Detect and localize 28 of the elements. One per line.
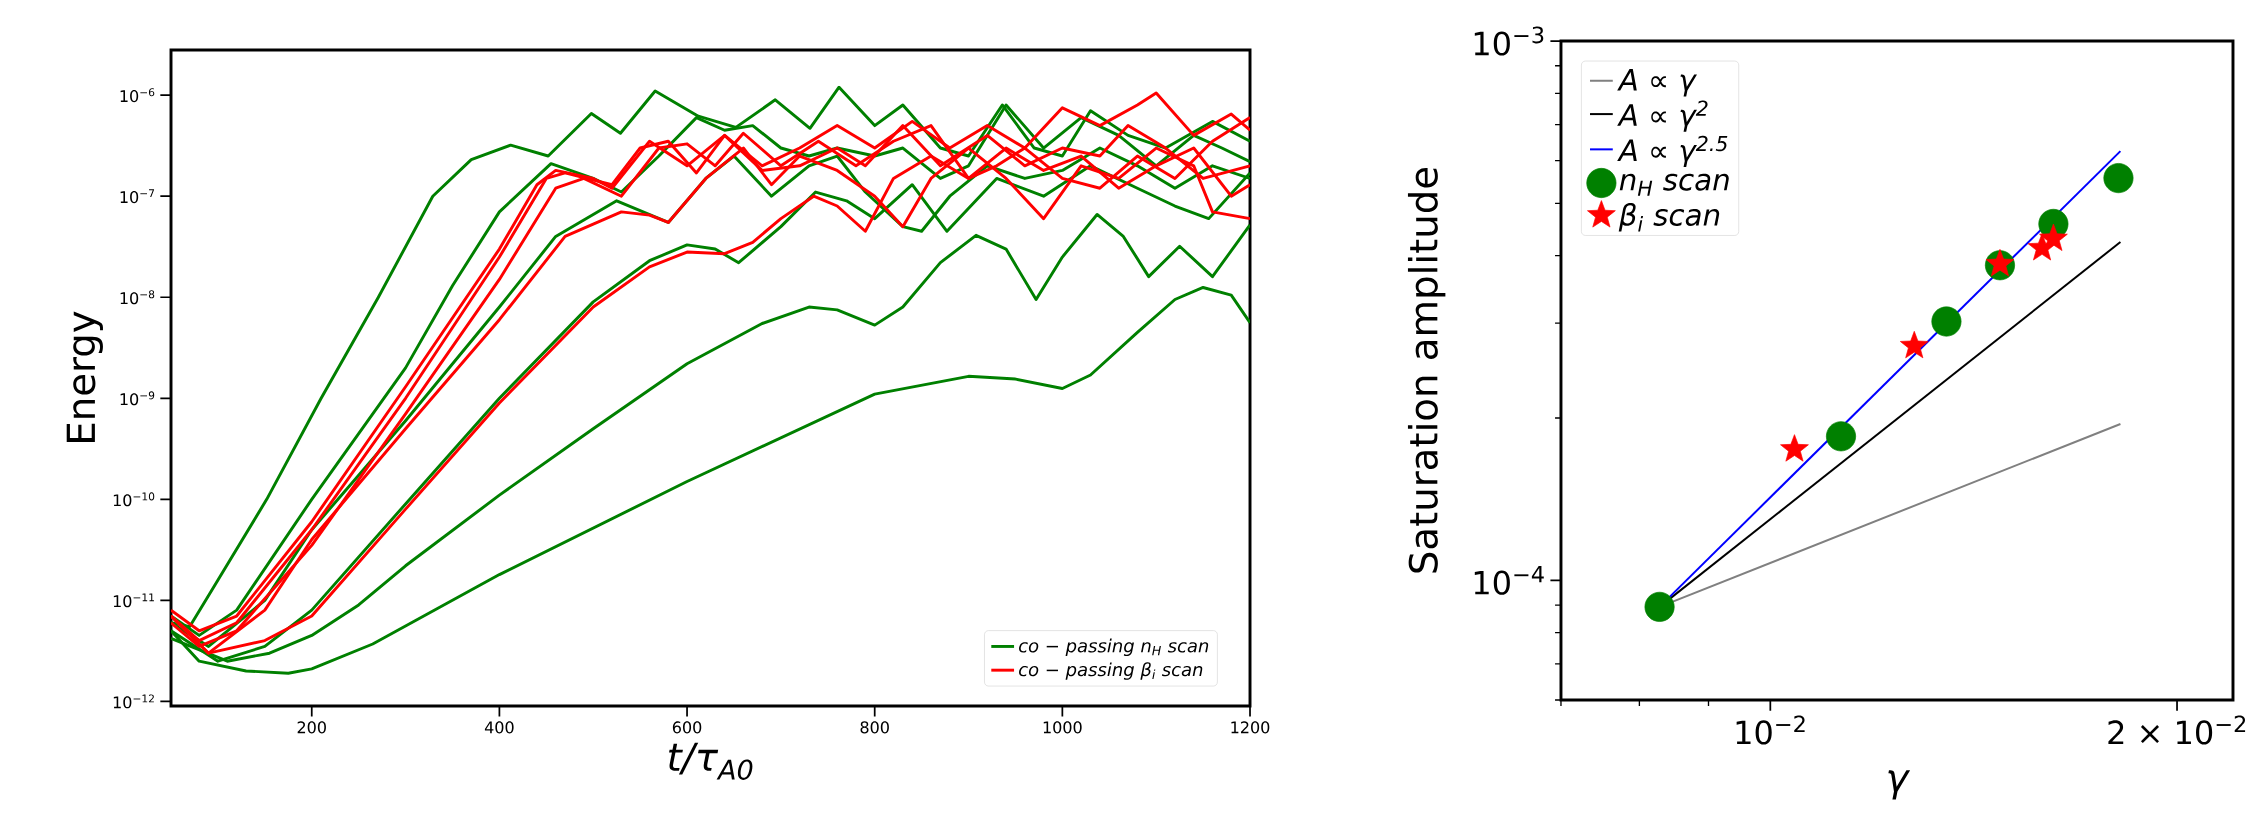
legend-label: n$_{H}$ scan <box>1619 173 1729 196</box>
y-tick-label: 10$^{−3}$ <box>1474 26 1544 56</box>
legend-label: A ∝ γ <box>1617 69 1697 97</box>
y-tick-label: 10$^{−8}$ <box>120 290 155 305</box>
x-tick-label: 600 <box>672 721 702 734</box>
y-axis-title: Energy <box>66 311 103 442</box>
y-tick-label: 10$^{−11}$ <box>113 593 154 608</box>
x-tick-label: 200 <box>297 721 326 734</box>
y-tick-label: 10$^{−6}$ <box>120 88 155 103</box>
legend-label: co − passing n$_{H}$ scan <box>1019 638 1209 657</box>
y-tick-label: 10$^{−4}$ <box>1474 565 1544 595</box>
x-axis-title: γ <box>1888 770 1911 800</box>
x-axis-title: t/τ$_{A0}$ <box>669 742 753 780</box>
y-axis-title: Saturation amplitude <box>1407 167 1446 573</box>
x-tick-label: 1000 <box>1043 721 1082 734</box>
legend-label: β$_{i}$ scan <box>1618 202 1720 232</box>
y-tick-label: 10$^{−7}$ <box>120 189 155 204</box>
x-tick-label: 1200 <box>1231 721 1270 734</box>
y-tick-label: 10$^{−10}$ <box>113 492 155 507</box>
x-tick-label: 800 <box>860 721 889 734</box>
legend-label: A ∝ γ$^{2}$ <box>1617 100 1708 132</box>
legend-label: A ∝ γ$^{2.5}$ <box>1617 135 1728 168</box>
y-tick-label: 10$^{−9}$ <box>120 391 155 406</box>
x-tick-label: 10$^{−2}$ <box>1736 715 1805 745</box>
y-tick-label: 10$^{−12}$ <box>113 694 154 709</box>
x-tick-label: 2 × 10$^{−2}$ <box>2108 715 2246 745</box>
legend-label: co − passing β$_{i}$ scan <box>1019 662 1203 680</box>
x-tick-label: 400 <box>484 721 514 734</box>
